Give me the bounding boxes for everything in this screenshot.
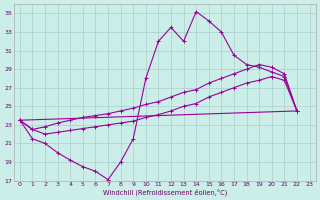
- X-axis label: Windchill (Refroidissement éolien,°C): Windchill (Refroidissement éolien,°C): [102, 188, 227, 196]
